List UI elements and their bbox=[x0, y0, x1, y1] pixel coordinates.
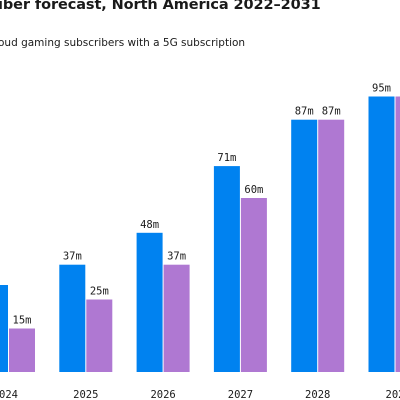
x-tick-label-2028: 2028 bbox=[305, 389, 330, 400]
data-label-series1-2028: 87m bbox=[295, 106, 314, 118]
x-tick-label-2027: 2027 bbox=[228, 389, 253, 400]
data-label-series2-2027: 60m bbox=[244, 184, 263, 196]
bar-series1-2027 bbox=[213, 166, 240, 372]
data-label-series2-2026: 37m bbox=[167, 251, 186, 263]
data-label-series1-2026: 48m bbox=[140, 219, 159, 231]
x-tick-label-2025: 2025 bbox=[73, 389, 98, 400]
bar-series1-202 bbox=[368, 96, 395, 372]
chart-title: iber forecast, North America 2022–2031 bbox=[0, 0, 321, 13]
bar-series2-202 bbox=[395, 96, 400, 372]
bar-series1-024 bbox=[0, 285, 8, 372]
chart-subtitle: oud gaming subscribers with a 5G subscri… bbox=[0, 37, 246, 49]
data-label-series2-2025: 25m bbox=[90, 286, 109, 298]
bar-series1-2028 bbox=[291, 119, 318, 372]
data-label-series2-024: 15m bbox=[13, 315, 32, 327]
bar-series2-2025 bbox=[86, 299, 113, 372]
x-tick-label-2026: 2026 bbox=[150, 389, 175, 400]
x-tick-label-024: 024 bbox=[0, 389, 18, 400]
data-label-series2-2028: 87m bbox=[322, 106, 341, 118]
data-label-series1-2025: 37m bbox=[63, 251, 82, 263]
data-label-series1-202: 95m bbox=[372, 83, 391, 95]
bar-series2-2027 bbox=[240, 198, 267, 372]
bar-series2-2026 bbox=[163, 264, 190, 372]
bar-series1-2025 bbox=[59, 264, 86, 372]
bar-series2-2028 bbox=[318, 119, 345, 372]
bar-series1-2026 bbox=[136, 232, 163, 372]
bar-series2-024 bbox=[9, 328, 35, 372]
x-tick-label-202: 202 bbox=[386, 389, 400, 400]
data-label-series1-2027: 71m bbox=[217, 152, 236, 164]
